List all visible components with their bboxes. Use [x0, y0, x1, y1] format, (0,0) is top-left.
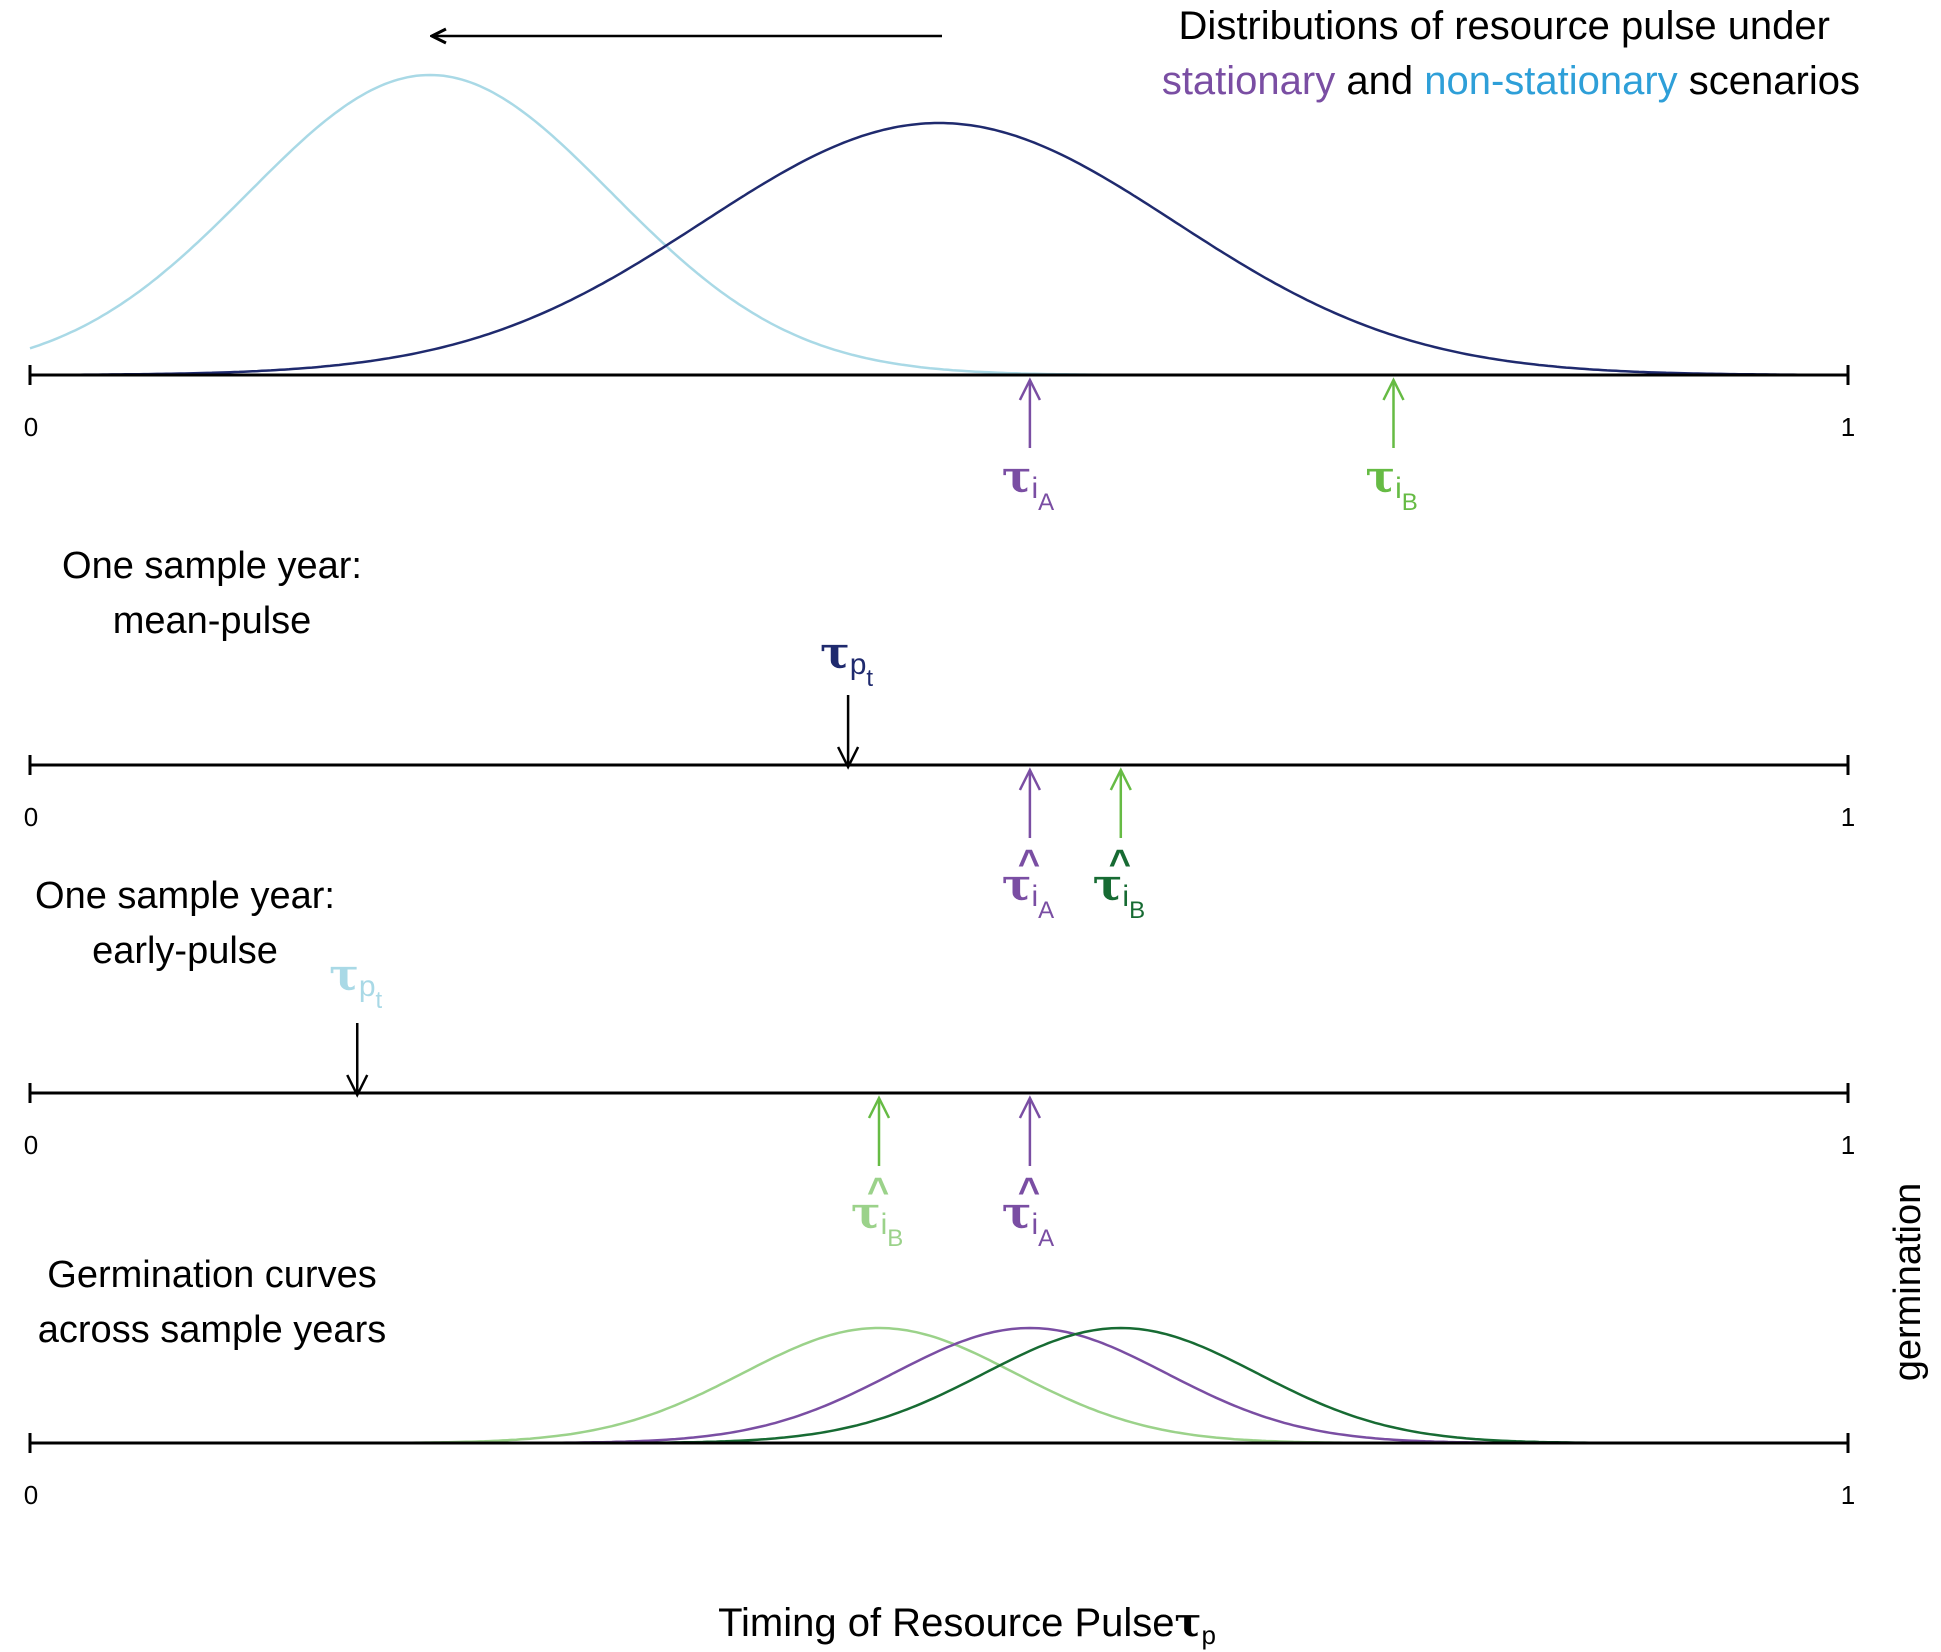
- tau-pt-early-label-sub1: p: [359, 970, 376, 1003]
- title-non-stationary: non-stationary: [1424, 59, 1677, 103]
- axis-label-0-4: 0: [24, 1480, 38, 1510]
- tau-iA-hat-mean-label-hat: ^: [1018, 843, 1040, 885]
- tau-iA-arrow-head: [1018, 377, 1042, 401]
- tau-iB-arrow-head: [1382, 377, 1405, 401]
- tau-iB-hat-mean-label-hat: ^: [1109, 843, 1131, 885]
- axes-group: 0 1 0 1 0 1 0 1: [24, 365, 1855, 1510]
- tau-iA-label: τiA: [1002, 452, 1054, 516]
- tau-iA-label-sub2: A: [1038, 489, 1054, 516]
- tau-iB-hat-early-label-sub1: i: [881, 1208, 888, 1241]
- tau-iA-hat-mean-label-tau: τ: [1002, 860, 1032, 911]
- tau-iB-label-tau: τ: [1366, 452, 1396, 503]
- tau-pt-early-label-sub2: t: [376, 987, 383, 1014]
- tau-iA-label-sub1: i: [1032, 472, 1039, 505]
- tau-pt-mean-label: τpt: [820, 628, 873, 692]
- tau-iA-hat-early-label-sub2: A: [1038, 1225, 1054, 1252]
- tau-iB-hat-early-label: τiB: [851, 1188, 903, 1252]
- tau-pt-early-arrow-head: [346, 1074, 369, 1098]
- x-axis-label-tau: τ: [1175, 1599, 1202, 1646]
- x-axis-label: Timing of Resource Pulseτp: [718, 1599, 1216, 1650]
- tau-iA-hat-mean-arrow-head: [1018, 767, 1042, 791]
- axis-label-0-2: 0: [24, 802, 38, 832]
- axis-label-0-1: 0: [24, 412, 38, 442]
- axis-label-1-4: 1: [1841, 1480, 1855, 1510]
- mean-pulse-title-line2: mean-pulse: [113, 600, 312, 642]
- title-scenarios: scenarios: [1678, 59, 1860, 103]
- figure-title-line2: stationary and non-stationary scenarios: [1162, 59, 1860, 103]
- tau-iB-label-sub1: i: [1395, 472, 1402, 505]
- y-axis-label: germination: [1887, 1183, 1929, 1382]
- early-pulse-title-line2: early-pulse: [92, 930, 278, 972]
- tau-iA-hat-early-label: τiA: [1002, 1188, 1054, 1252]
- tau-iB-hat-mean-label-sub2: B: [1129, 897, 1145, 924]
- germination-title-line1: Germination curves: [47, 1254, 376, 1296]
- axis-label-0-3: 0: [24, 1130, 38, 1160]
- tau-iB-hat-early-label-sub2: B: [887, 1225, 903, 1252]
- title-stationary: stationary: [1162, 59, 1335, 103]
- tau-iB-hat-early-label-tau: τ: [851, 1188, 881, 1239]
- figure-title-line1: Distributions of resource pulse under: [1179, 4, 1830, 48]
- tau-iB-hat-mean-arrow-head: [1109, 767, 1132, 791]
- tau-iA-hat-mean-label-sub1: i: [1032, 880, 1039, 913]
- tau-pt-mean-label-sub2: t: [866, 665, 873, 692]
- axis-label-1-3: 1: [1841, 1130, 1855, 1160]
- tau-pt-mean-label-sub1: p: [850, 648, 867, 681]
- stationary-distribution-curve: [30, 121, 1848, 377]
- axis-label-1-2: 1: [1841, 802, 1855, 832]
- tau-iA-hat-early-label-tau: τ: [1002, 1188, 1032, 1239]
- non-stationary-distribution-curve: [29, 73, 1848, 377]
- x-axis-label-text: Timing of Resource Pulse: [718, 1601, 1174, 1645]
- tau-iB-hat-early-arrow-head: [867, 1095, 891, 1119]
- tau-iA-label-tau: τ: [1002, 452, 1032, 503]
- x-axis-label-sub-p: p: [1201, 1620, 1215, 1650]
- tau-iB-label: τiB: [1366, 452, 1418, 516]
- tau-iB-hat-mean-label: τiB: [1093, 860, 1145, 924]
- axis-label-1-1: 1: [1841, 412, 1855, 442]
- tau-iA-hat-mean-label-sub2: A: [1038, 897, 1054, 924]
- tau-pt-early-label: τpt: [329, 950, 382, 1014]
- tau-pt-mean-label-tau: τ: [820, 628, 850, 679]
- tau-pt-early-label-tau: τ: [329, 950, 359, 1001]
- tau-iA-hat-mean-label: τiA: [1002, 860, 1054, 924]
- early-pulse-title-line1: One sample year:: [35, 875, 335, 917]
- title-and: and: [1335, 59, 1424, 103]
- tau-iB-hat-mean-label-sub1: i: [1122, 880, 1129, 913]
- tau-pt-mean-arrow-head: [836, 746, 860, 770]
- panel-distributions: [29, 73, 1848, 377]
- tau-iB-hat-early-label-hat: ^: [867, 1171, 889, 1213]
- tau-iA-hat-early-arrow-head: [1018, 1095, 1042, 1119]
- mean-pulse-title-line1: One sample year:: [62, 545, 362, 587]
- tau-iA-hat-early-label-hat: ^: [1018, 1171, 1040, 1213]
- tau-iB-label-sub2: B: [1402, 489, 1418, 516]
- tau-iA-hat-early-label-sub1: i: [1032, 1208, 1039, 1241]
- germination-title-line2: across sample years: [38, 1309, 386, 1351]
- tau-iB-hat-mean-label-tau: τ: [1093, 860, 1123, 911]
